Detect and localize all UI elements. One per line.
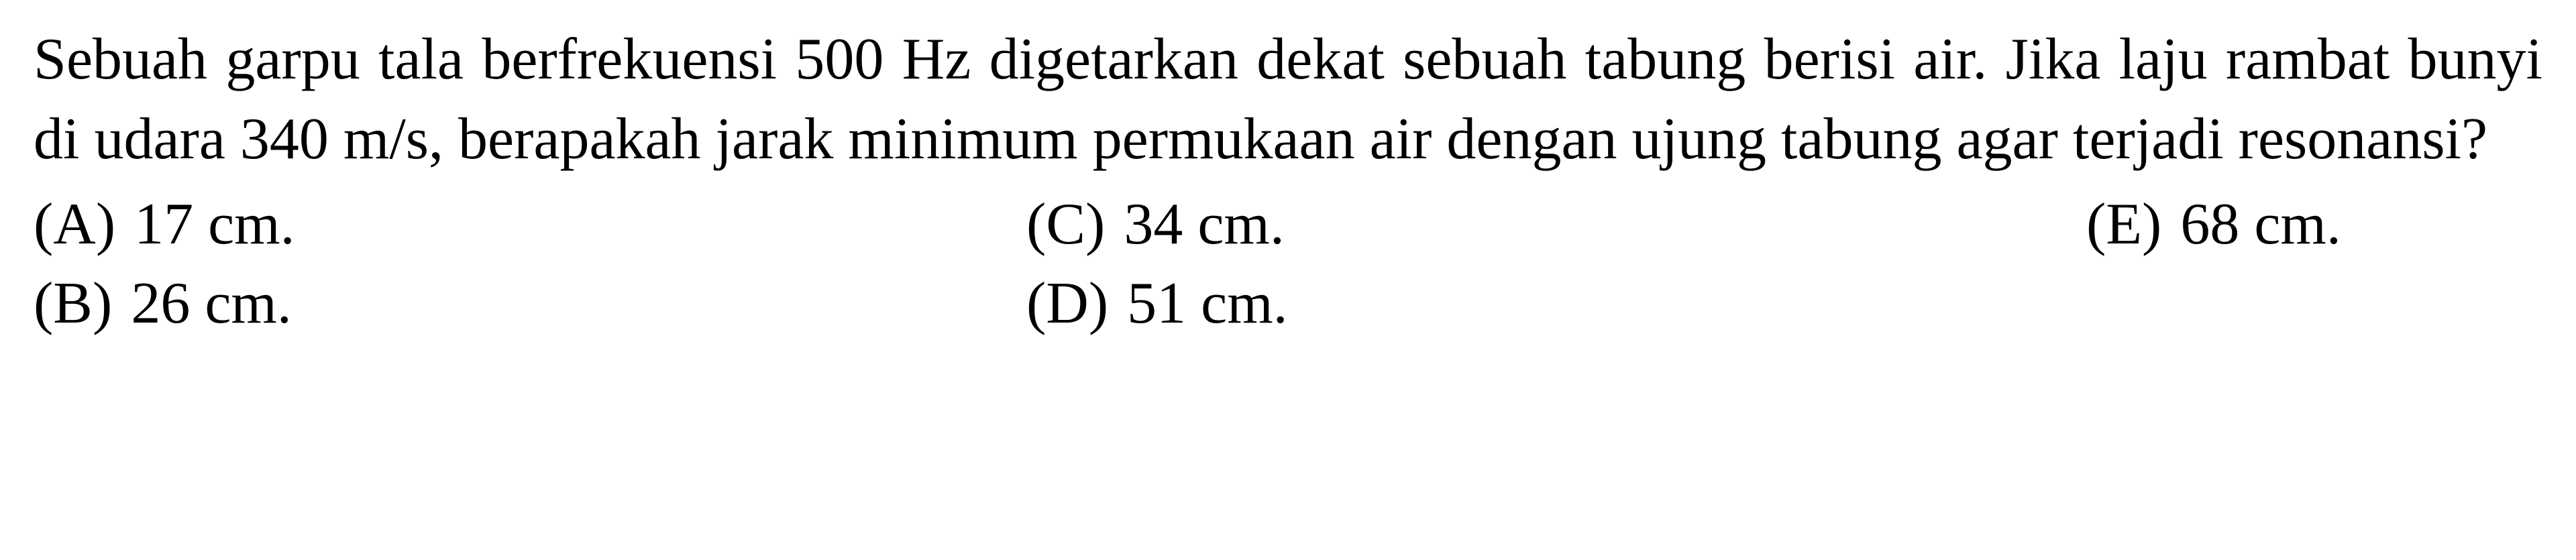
- option-c: (C) 34 cm.: [1026, 185, 2086, 265]
- question-text: Sebuah garpu tala berfrekuensi 500 Hz di…: [34, 20, 2542, 180]
- option-d-value: 51 cm.: [1127, 264, 1288, 344]
- option-e-label: (E): [2086, 185, 2161, 265]
- option-b-value: 26 cm.: [131, 264, 292, 344]
- option-a-label: (A): [34, 185, 115, 265]
- options-row-2: (B) 26 cm. (D) 51 cm.: [34, 264, 2542, 344]
- option-d: (D) 51 cm.: [1026, 264, 2086, 344]
- option-a: (A) 17 cm.: [34, 185, 1026, 265]
- option-a-value: 17 cm.: [134, 185, 295, 265]
- option-c-label: (C): [1026, 185, 1105, 265]
- option-c-value: 34 cm.: [1124, 185, 1285, 265]
- option-e-value: 68 cm.: [2180, 185, 2341, 265]
- options-row-1: (A) 17 cm. (C) 34 cm. (E) 68 cm.: [34, 185, 2542, 265]
- option-b: (B) 26 cm.: [34, 264, 1026, 344]
- option-b-label: (B): [34, 264, 112, 344]
- option-e: (E) 68 cm.: [2086, 185, 2341, 265]
- option-d-label: (D): [1026, 264, 1108, 344]
- options-container: (A) 17 cm. (C) 34 cm. (E) 68 cm. (B) 26 …: [34, 185, 2542, 345]
